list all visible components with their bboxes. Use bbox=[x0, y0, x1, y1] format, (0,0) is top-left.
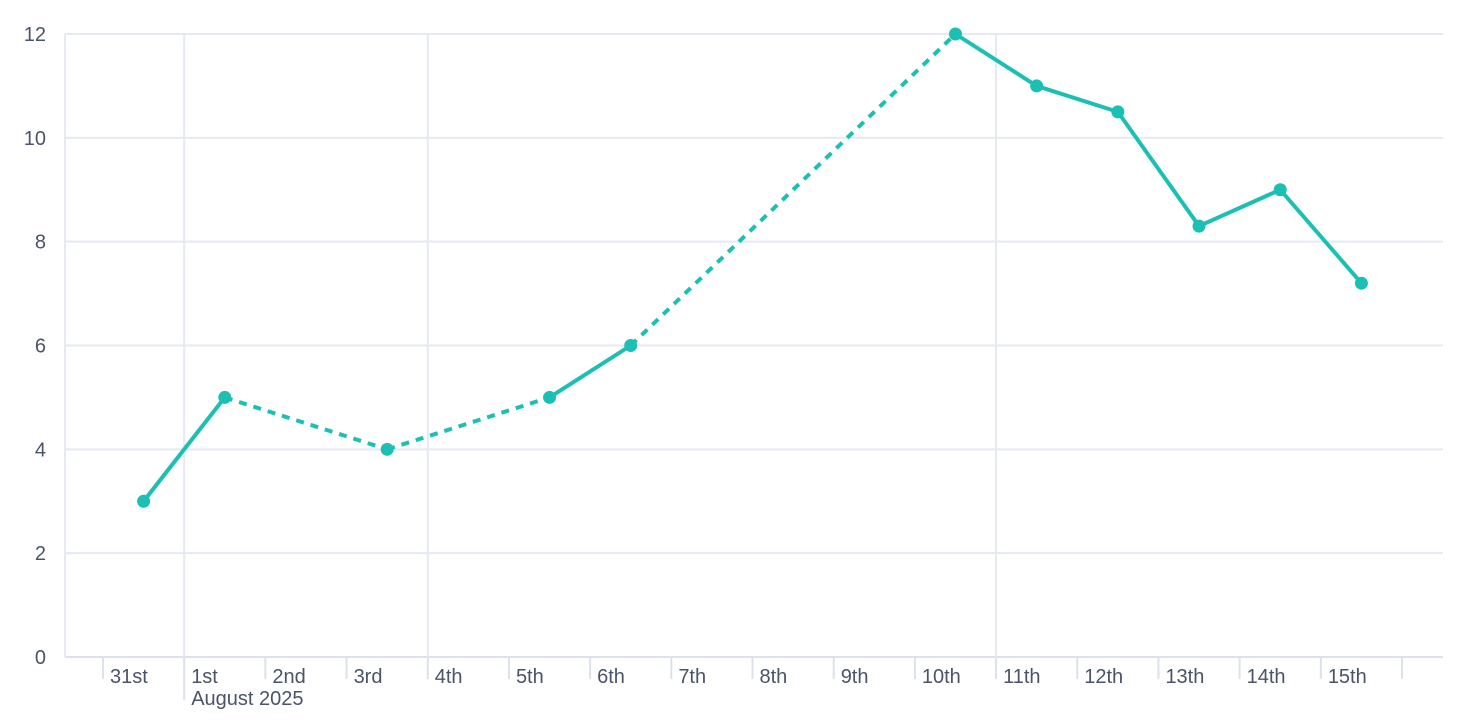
series-segment-3rd-5th-dashed bbox=[386, 395, 551, 452]
data-point-15th[interactable] bbox=[1354, 276, 1368, 290]
x-tick-label-11th: 11th bbox=[1003, 666, 1040, 688]
x-tick-label-7th: 7th bbox=[678, 666, 706, 688]
x-tick-label-9th: 9th bbox=[841, 666, 869, 688]
series-segment-13th-14th-solid bbox=[1198, 187, 1282, 228]
data-point-13th[interactable] bbox=[1192, 219, 1206, 233]
series-segment-10th-11th-solid bbox=[954, 32, 1038, 88]
x-axis-month-label: August 2025 bbox=[191, 688, 303, 710]
y-tick-label-2: 2 bbox=[35, 543, 46, 565]
y-tick-label-0: 0 bbox=[35, 647, 46, 669]
data-point-11th[interactable] bbox=[1030, 79, 1044, 93]
x-tick-label-3rd: 3rd bbox=[354, 666, 383, 688]
x-tick-label-5th: 5th bbox=[516, 666, 544, 688]
data-point-12th[interactable] bbox=[1111, 105, 1125, 119]
x-tick-label-31st: 31st bbox=[110, 666, 148, 688]
x-tick-label-15th: 15th bbox=[1328, 666, 1367, 688]
y-tick-label-12: 12 bbox=[24, 24, 46, 46]
x-tick-label-12th: 12th bbox=[1084, 666, 1123, 688]
x-tick-label-8th: 8th bbox=[760, 666, 788, 688]
x-tick-label-1st: 1st bbox=[191, 666, 218, 688]
x-tick-label-13th: 13th bbox=[1165, 666, 1204, 688]
series-segment-14th-15th-solid bbox=[1278, 188, 1363, 285]
x-tick-label-4th: 4th bbox=[435, 666, 463, 688]
y-tick-label-6: 6 bbox=[35, 336, 46, 358]
data-point-5th[interactable] bbox=[543, 390, 557, 404]
y-tick-label-4: 4 bbox=[35, 439, 46, 461]
series-segment-1st-3rd-dashed bbox=[224, 395, 388, 452]
data-point-14th[interactable] bbox=[1273, 183, 1287, 197]
y-tick-label-8: 8 bbox=[35, 232, 46, 254]
data-point-31st[interactable] bbox=[137, 494, 151, 508]
x-tick-label-10th: 10th bbox=[922, 666, 961, 688]
x-tick-label-14th: 14th bbox=[1247, 666, 1286, 688]
data-point-10th[interactable] bbox=[948, 27, 962, 41]
series-segment-6th-10th-dashed bbox=[629, 32, 957, 347]
series-segment-11th-12th-solid bbox=[1036, 84, 1119, 114]
x-tick-label-2nd: 2nd bbox=[272, 666, 305, 688]
data-point-1st[interactable] bbox=[218, 390, 232, 404]
y-tick-label-10: 10 bbox=[24, 128, 46, 150]
series-segment-5th-6th-solid bbox=[548, 343, 632, 400]
data-point-3rd[interactable] bbox=[380, 442, 394, 456]
x-tick-label-6th: 6th bbox=[597, 666, 625, 688]
series-segment-12th-13th-solid bbox=[1116, 110, 1201, 228]
series-segment-31st-1st-solid bbox=[142, 396, 227, 503]
data-point-6th[interactable] bbox=[624, 339, 638, 352]
